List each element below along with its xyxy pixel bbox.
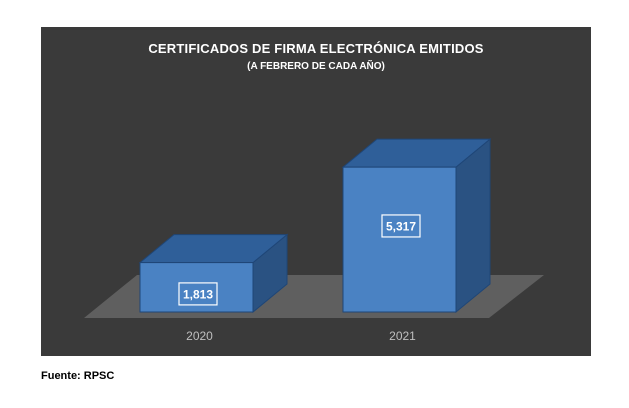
bar-front-face [342,166,457,313]
data-label-2020: 1,813 [178,282,218,306]
chart-plot: 1,813 2020 5,317 2021 [84,138,544,343]
data-label-text: 1,813 [183,287,213,301]
data-label-text: 5,317 [386,219,416,233]
source-note: Fuente: RPSC [41,370,115,382]
bar-2021 [341,138,492,314]
data-label-2021: 5,317 [381,214,421,238]
bar-side-face [455,138,491,314]
chart-panel: CERTIFICADOS DE FIRMA ELECTRÓNICA EMITID… [41,27,591,356]
data-label-box [381,214,421,238]
chart-title: CERTIFICADOS DE FIRMA ELECTRÓNICA EMITID… [148,41,484,56]
category-label: 2020 [186,329,213,343]
category-label: 2021 [389,329,416,343]
chart-subtitle: (A FEBRERO DE CADA AÑO) [247,61,385,72]
data-label-box [178,282,218,306]
